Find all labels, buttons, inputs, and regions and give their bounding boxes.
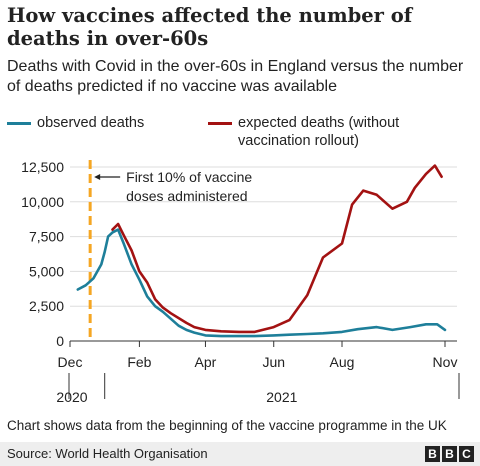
y-tick-label: 0 <box>56 333 64 349</box>
y-tick-label: 2,500 <box>29 298 64 314</box>
series-group <box>76 164 447 338</box>
legend-expected-label: expected deaths (without vaccination rol… <box>238 115 400 149</box>
annotation-text-line1: First 10% of vaccine <box>126 169 252 185</box>
vaccine-annotation: First 10% of vaccine doses administered <box>94 169 252 204</box>
annotation-arrowhead <box>94 174 101 180</box>
y-tick-label: 10,000 <box>21 194 64 210</box>
y-tick-label: 12,500 <box>21 159 64 175</box>
x-axis: Dec Feb Apr Jun Aug Nov 2020 2021 <box>56 341 460 405</box>
bbc-logo: B B C <box>425 446 474 462</box>
bbc-logo-letter-2: B <box>442 446 457 462</box>
x-tick-label: Feb <box>127 354 151 370</box>
annotation-text-line2: doses administered <box>126 188 247 204</box>
legend-observed-swatch <box>7 122 31 125</box>
source-bar: Source: World Health Organisation B B C <box>0 442 480 466</box>
x-tick-label: Jun <box>262 354 285 370</box>
bbc-logo-letter-1: B <box>425 446 440 462</box>
legend-observed-label: observed deaths <box>37 115 145 131</box>
y-axis: 12,500 10,000 7,500 5,000 2,500 0 <box>21 159 457 349</box>
series-observed-line <box>76 228 447 338</box>
chart-subtitle: Deaths with Covid in the over-60s in Eng… <box>7 58 464 95</box>
x-tick-label: Apr <box>195 354 217 370</box>
bbc-logo-letter-3: C <box>459 446 474 462</box>
x-tick-label: Nov <box>433 354 458 370</box>
y-tick-label: 7,500 <box>29 229 64 245</box>
series-expected-line <box>111 164 443 334</box>
legend-expected-swatch <box>208 122 232 125</box>
chart-note: Chart shows data from the beginning of t… <box>7 418 447 433</box>
year-label-2021: 2021 <box>266 389 297 405</box>
legend-observed: observed deaths <box>7 114 187 134</box>
y-tick-label: 5,000 <box>29 263 64 279</box>
source-text: Source: World Health Organisation <box>7 446 208 461</box>
line-chart: 12,500 10,000 7,500 5,000 2,500 0 Dec Feb Apr Ju… <box>21 159 460 405</box>
year-label-2020: 2020 <box>56 389 87 405</box>
chart-title: How vaccines affected the number of deat… <box>7 4 413 50</box>
legend-expected: expected deaths (without vaccination rol… <box>208 114 473 154</box>
x-tick-label: Aug <box>330 354 355 370</box>
x-tick-label: Dec <box>58 354 83 370</box>
